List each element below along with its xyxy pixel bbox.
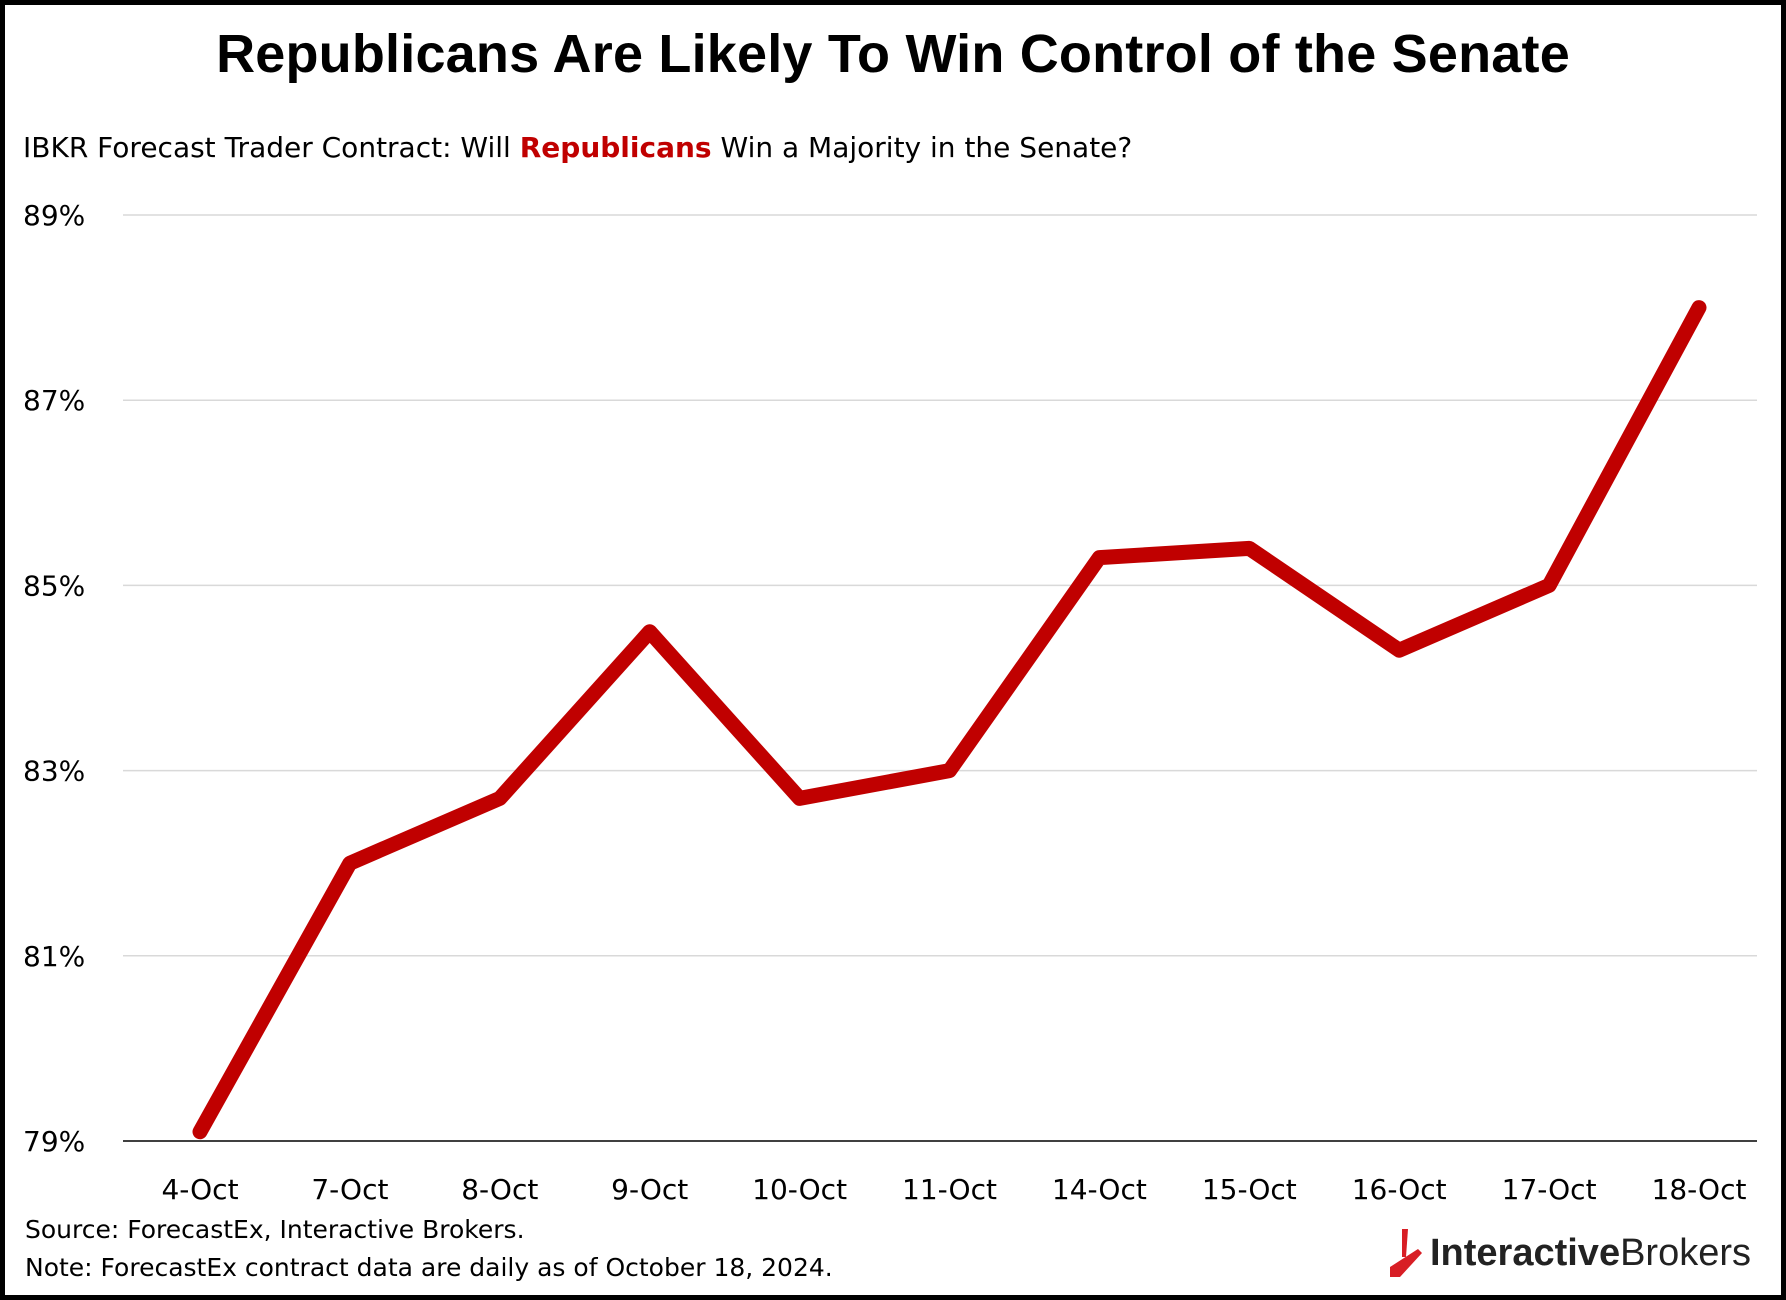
data-note: Note: ForecastEx contract data are daily… <box>25 1253 833 1282</box>
x-tick-label: 18-Oct <box>1652 1173 1747 1206</box>
chart-subtitle: IBKR Forecast Trader Contract: Will Repu… <box>23 131 1132 164</box>
y-tick-label: 83% <box>23 755 85 788</box>
x-tick-label: 15-Oct <box>1202 1173 1297 1206</box>
logo-text-brokers: Brokers <box>1620 1231 1751 1274</box>
x-tick-label: 10-Oct <box>752 1173 847 1206</box>
logo-text-interactive: Interactive <box>1429 1231 1621 1274</box>
x-tick-label: 17-Oct <box>1502 1173 1597 1206</box>
source-note: Source: ForecastEx, Interactive Brokers. <box>25 1215 525 1244</box>
y-tick-label: 81% <box>23 940 85 973</box>
subtitle-highlight: Republicans <box>519 131 712 164</box>
x-tick-label: 16-Oct <box>1352 1173 1447 1206</box>
interactive-brokers-logo: Interactive Brokers <box>1388 1227 1751 1279</box>
x-tick-label: 9-Oct <box>611 1173 688 1206</box>
chart-title: Republicans Are Likely To Win Control of… <box>216 24 1570 84</box>
x-tick-label: 11-Oct <box>902 1173 997 1206</box>
x-tick-label: 8-Oct <box>461 1173 538 1206</box>
ib-logo-icon <box>1389 1229 1422 1277</box>
x-tick-label: 14-Oct <box>1052 1173 1147 1206</box>
x-tick-label: 4-Oct <box>161 1173 238 1206</box>
y-tick-label: 79% <box>23 1125 85 1158</box>
y-tick-label: 89% <box>23 199 85 232</box>
subtitle-prefix: IBKR Forecast Trader Contract: Will <box>23 131 520 164</box>
line-chart: 79% 81% 83% 85% 87% 89% 4-Oct 7-Oct 8-Oct 9-Oct 10… <box>23 199 1757 1206</box>
subtitle-suffix: Win a Majority in the Senate? <box>711 131 1133 164</box>
y-tick-label: 87% <box>23 384 85 417</box>
series-line <box>192 300 1707 1140</box>
x-tick-label: 7-Oct <box>311 1173 388 1206</box>
y-tick-label: 85% <box>23 569 85 602</box>
